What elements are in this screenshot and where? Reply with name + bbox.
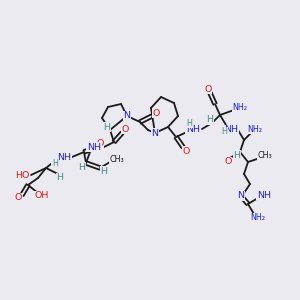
Text: N: N [238, 191, 244, 200]
Text: NH₂: NH₂ [232, 103, 247, 112]
Text: O: O [121, 124, 129, 134]
Text: H: H [186, 118, 192, 127]
Text: H: H [103, 122, 110, 131]
Text: NH: NH [57, 152, 71, 161]
Text: O: O [182, 146, 190, 155]
Text: O: O [224, 158, 232, 166]
Text: O: O [204, 85, 212, 94]
Text: H: H [206, 116, 214, 124]
Text: OH: OH [35, 191, 49, 200]
Text: H: H [100, 167, 107, 176]
Text: NH: NH [257, 190, 271, 200]
Text: HO: HO [15, 170, 29, 179]
Text: NH: NH [186, 124, 200, 134]
Text: H: H [221, 128, 227, 136]
Text: H: H [233, 151, 241, 160]
Text: NH₂: NH₂ [250, 214, 266, 223]
Text: NH₂: NH₂ [248, 124, 262, 134]
Text: N: N [124, 112, 130, 121]
Text: NH: NH [224, 125, 238, 134]
Text: CH₃: CH₃ [258, 152, 272, 160]
Text: O: O [152, 109, 160, 118]
Text: NH: NH [87, 142, 101, 152]
Text: O: O [96, 140, 104, 148]
Text: H: H [56, 173, 64, 182]
Text: H: H [79, 163, 86, 172]
Text: H: H [52, 158, 58, 167]
Text: CH₃: CH₃ [110, 154, 124, 164]
Text: O: O [14, 194, 22, 202]
Text: N: N [152, 128, 158, 137]
